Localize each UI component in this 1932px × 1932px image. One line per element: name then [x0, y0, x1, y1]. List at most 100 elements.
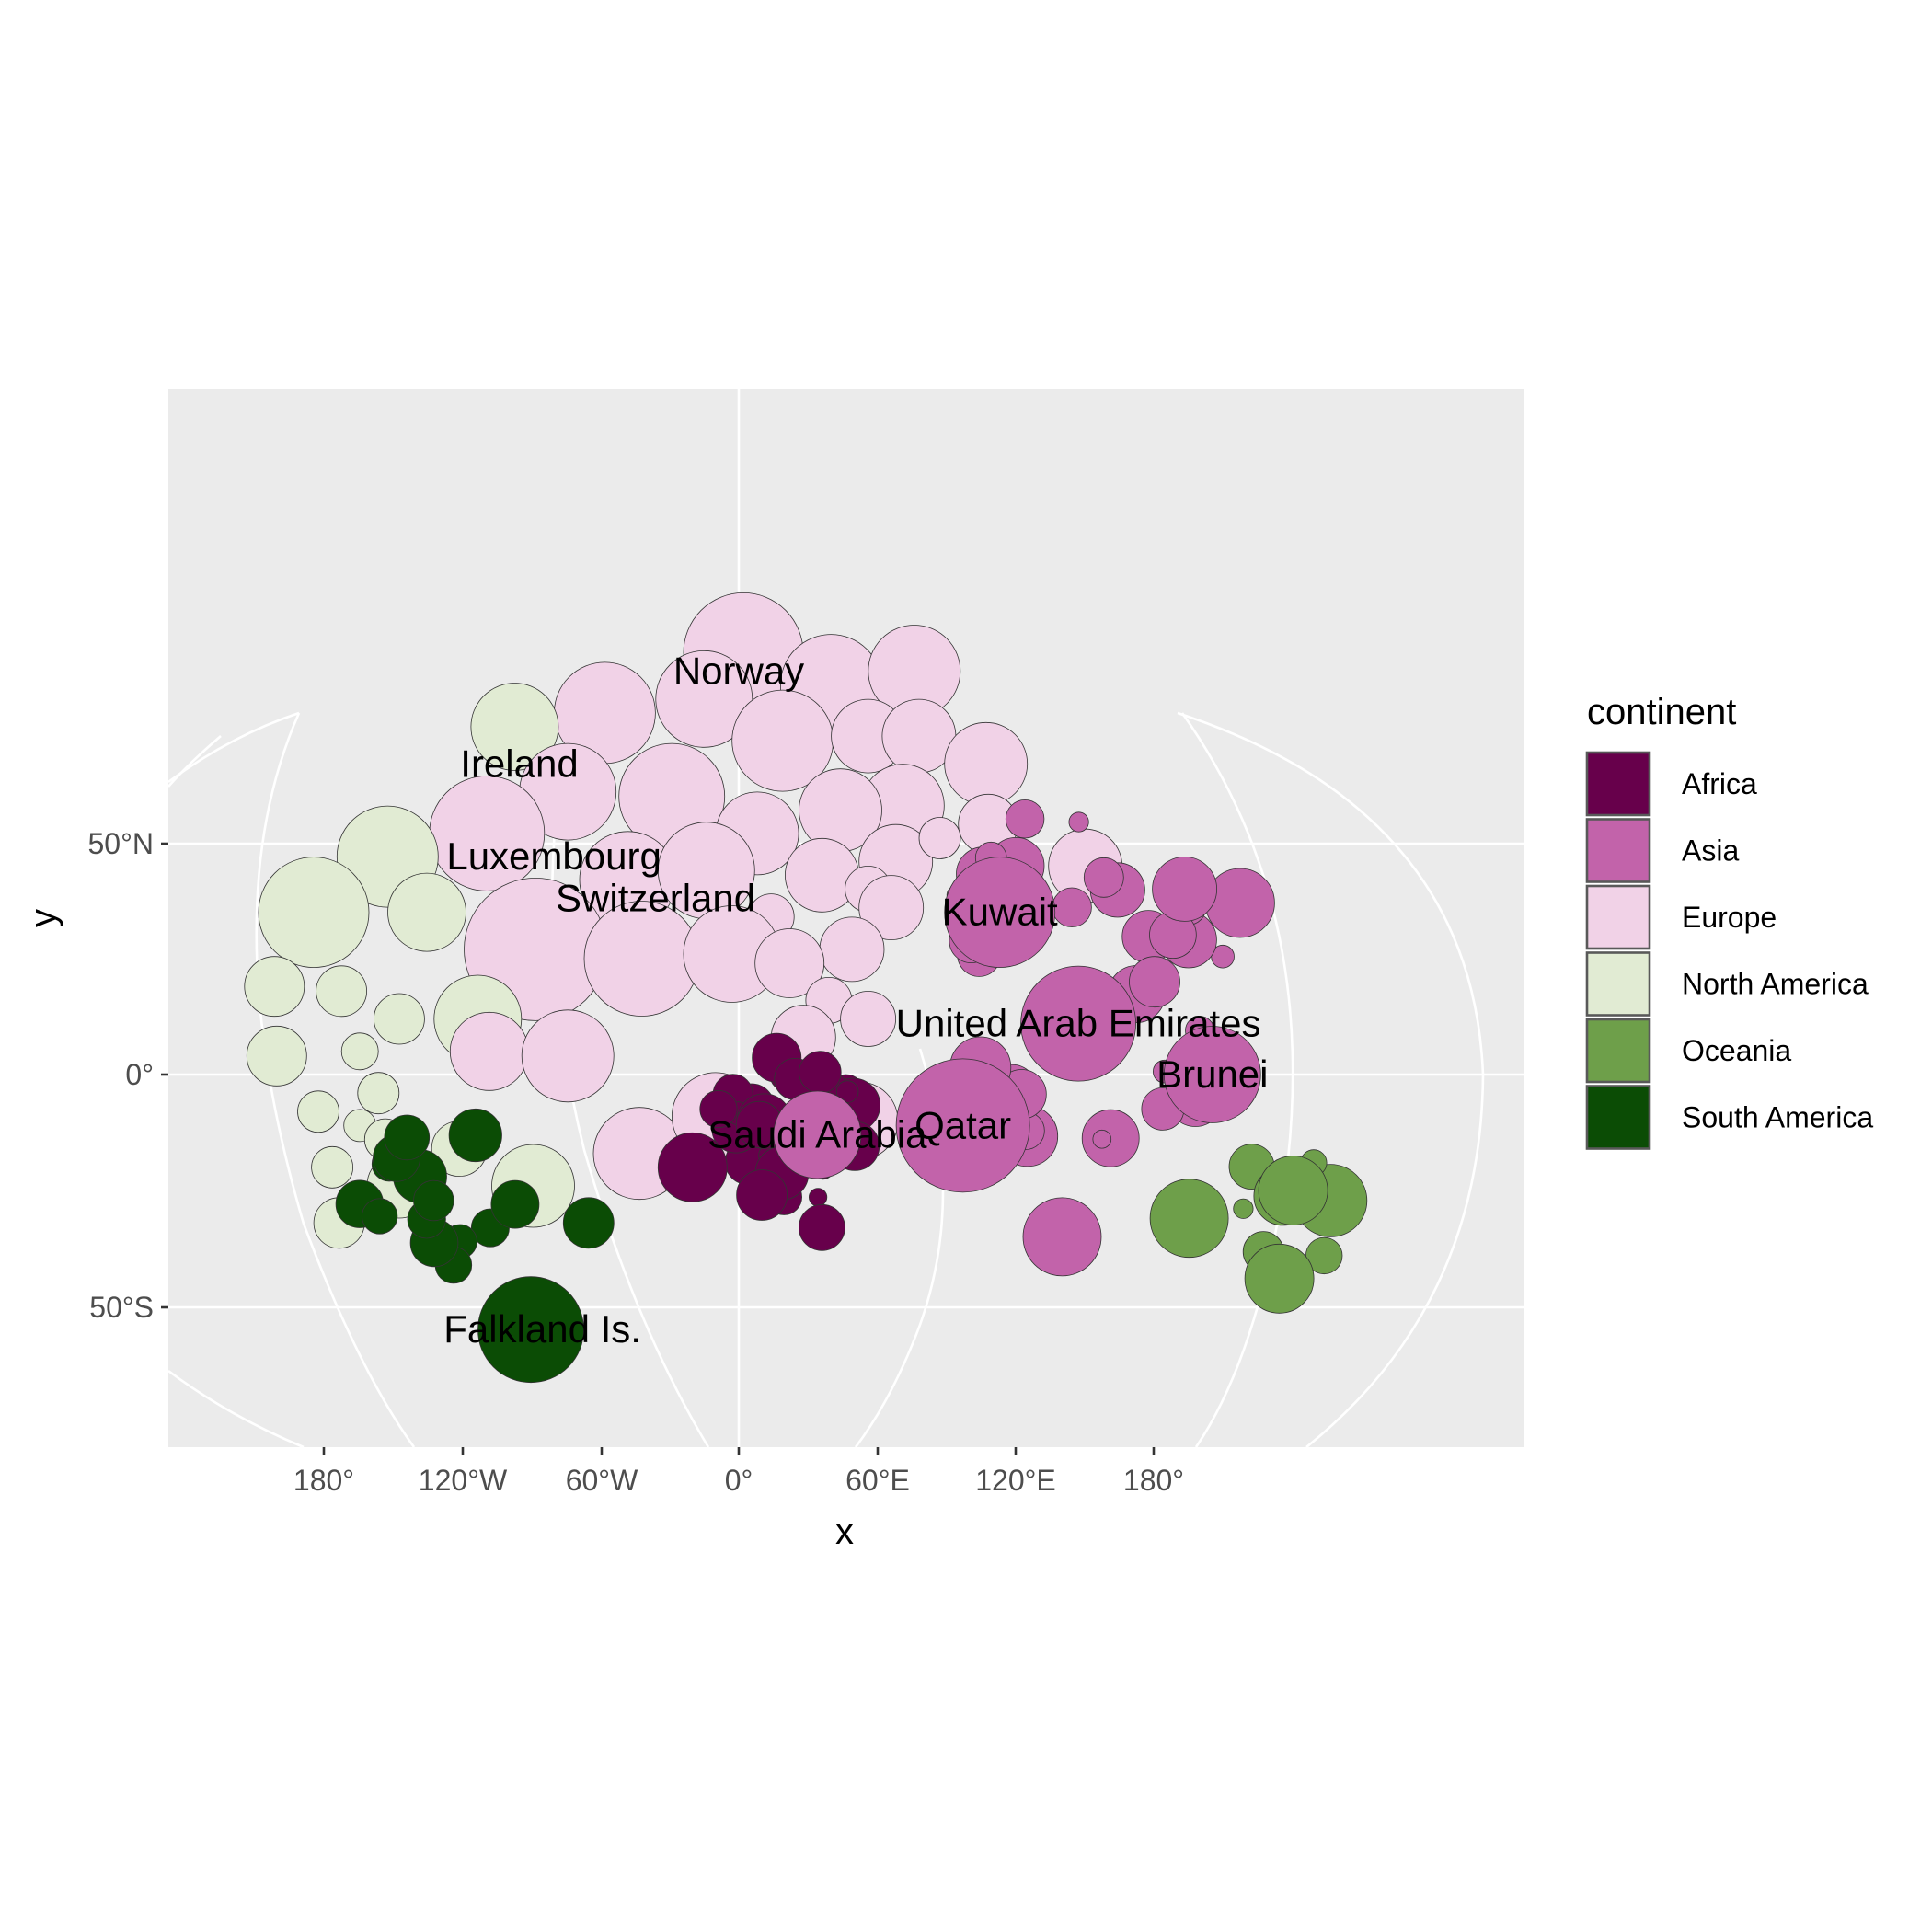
- country-label: Ireland: [460, 742, 578, 785]
- bubble-africa: [657, 1132, 728, 1202]
- country-label: Luxembourg: [446, 834, 661, 878]
- legend-label: South America: [1682, 1101, 1873, 1134]
- bubble-africa: [799, 1203, 845, 1251]
- bubble-europe: [819, 916, 885, 983]
- bubble-africa: [799, 1051, 842, 1094]
- bubble-asia: [1092, 1129, 1112, 1149]
- bubble-north-america: [373, 993, 425, 1045]
- legend-key: [1585, 818, 1651, 883]
- x-tick-label: 0°: [725, 1464, 753, 1497]
- bubble-south-america: [562, 1197, 615, 1249]
- x-tick-label: 60°E: [845, 1464, 910, 1497]
- bubble-africa: [699, 1089, 738, 1129]
- y-axis-tick-labels: 50°N 0° 50°S: [88, 827, 155, 1324]
- legend-label: Africa: [1682, 767, 1757, 800]
- bubble-asia: [1020, 965, 1136, 1082]
- bubble-africa: [808, 1188, 828, 1207]
- bubble-south-america: [384, 1114, 431, 1161]
- legend-label: North America: [1682, 968, 1869, 1001]
- bubble-asia: [1129, 956, 1180, 1008]
- x-tick-label: 60°W: [566, 1464, 638, 1497]
- country-label: Kuwait: [942, 891, 1058, 934]
- bubble-europe: [521, 1009, 615, 1103]
- y-axis-title: y: [23, 909, 63, 927]
- meridian-60w: [550, 717, 710, 1447]
- bubble-south-america: [448, 1108, 502, 1163]
- bubble-oceania: [1305, 1236, 1343, 1275]
- legend-key: [1585, 1085, 1651, 1150]
- bubble-north-america: [297, 1090, 339, 1133]
- x-axis-tick-labels: 180° 120°W 60°W 0° 60°E 120°E 180°: [293, 1464, 1184, 1497]
- x-axis: 180° 120°W 60°W 0° 60°E 120°E 180° x: [293, 1447, 1184, 1552]
- bubble-oceania: [1244, 1243, 1315, 1314]
- legend-title: continent: [1587, 692, 1736, 732]
- bubble-north-america: [340, 1032, 379, 1071]
- legend-label: Asia: [1682, 834, 1739, 868]
- legend-key: [1585, 751, 1651, 817]
- parallel-south-arc: [168, 1369, 305, 1447]
- legend-label: Europe: [1682, 901, 1777, 934]
- legend-items: Africa Asia Europe North America Oceania Sout…: [1585, 751, 1873, 1150]
- y-axis-ticks: [161, 842, 168, 1309]
- legend-label: Oceania: [1682, 1034, 1791, 1067]
- bubble-europe: [449, 1011, 529, 1091]
- legend-key: [1585, 1018, 1651, 1084]
- bubble-asia: [1083, 857, 1124, 898]
- bubble-south-america: [413, 1179, 454, 1222]
- bubbles: [244, 592, 1368, 1384]
- y-tick-label: 50°N: [88, 827, 155, 860]
- country-label: United Arab Emirates: [896, 1002, 1261, 1045]
- meridian-180e: [1177, 711, 1485, 1447]
- bubble-asia: [944, 857, 1056, 968]
- bubble-north-america: [244, 956, 305, 1018]
- country-label: Switzerland: [556, 877, 755, 920]
- country-label: Saudi Arabia: [707, 1113, 927, 1156]
- bubble-north-america: [258, 857, 370, 968]
- y-tick-label: 50°S: [89, 1291, 154, 1324]
- bubble-north-america: [316, 965, 368, 1018]
- bubble-north-america: [357, 1072, 400, 1115]
- country-label: Brunei: [1156, 1052, 1268, 1096]
- bubble-south-america: [362, 1198, 398, 1235]
- bubble-oceania: [1233, 1198, 1254, 1219]
- y-axis: 50°N 0° 50°S y: [23, 827, 168, 1324]
- legend-key: [1585, 884, 1651, 950]
- parallel-north-arc: [168, 711, 300, 784]
- legend-key: [1585, 951, 1651, 1017]
- bubble-asia: [1022, 1197, 1102, 1277]
- bubble-europe: [754, 928, 825, 998]
- x-axis-title: x: [835, 1512, 854, 1552]
- bubble-north-america: [246, 1025, 307, 1087]
- bubble-south-america: [477, 1276, 584, 1384]
- meridian-120e: [1180, 712, 1294, 1447]
- bubble-asia: [1052, 887, 1092, 927]
- bubble-north-america: [470, 683, 559, 771]
- bubble-asia: [773, 1090, 862, 1179]
- bubble-europe: [840, 991, 896, 1047]
- meridian-180w: [168, 735, 222, 788]
- country-label: Qatar: [914, 1103, 1011, 1146]
- bubble-africa: [736, 1169, 788, 1221]
- x-tick-label: 120°E: [975, 1464, 1056, 1497]
- country-label: Norway: [673, 650, 804, 693]
- x-tick-label: 180°: [293, 1464, 354, 1497]
- x-tick-label: 120°W: [419, 1464, 508, 1497]
- bubble-asia: [1152, 857, 1217, 922]
- bubble-asia: [1005, 799, 1045, 839]
- legend: continent Africa Asia Europe North America O…: [1585, 692, 1873, 1150]
- bubble-europe: [655, 650, 753, 748]
- bubble-south-america: [490, 1179, 540, 1229]
- bubble-oceania: [1258, 1156, 1328, 1225]
- y-tick-label: 0°: [125, 1058, 154, 1091]
- bubble-europe: [785, 837, 859, 913]
- bubble-oceania: [1149, 1179, 1229, 1259]
- bubble-europe: [858, 875, 925, 940]
- bubble-asia: [1068, 811, 1089, 833]
- meridian-120w: [255, 712, 416, 1447]
- country-label: Falkland Is.: [443, 1307, 641, 1351]
- x-tick-label: 180°: [1123, 1464, 1184, 1497]
- x-axis-ticks: [322, 1447, 1156, 1455]
- bubble-north-america: [311, 1145, 354, 1189]
